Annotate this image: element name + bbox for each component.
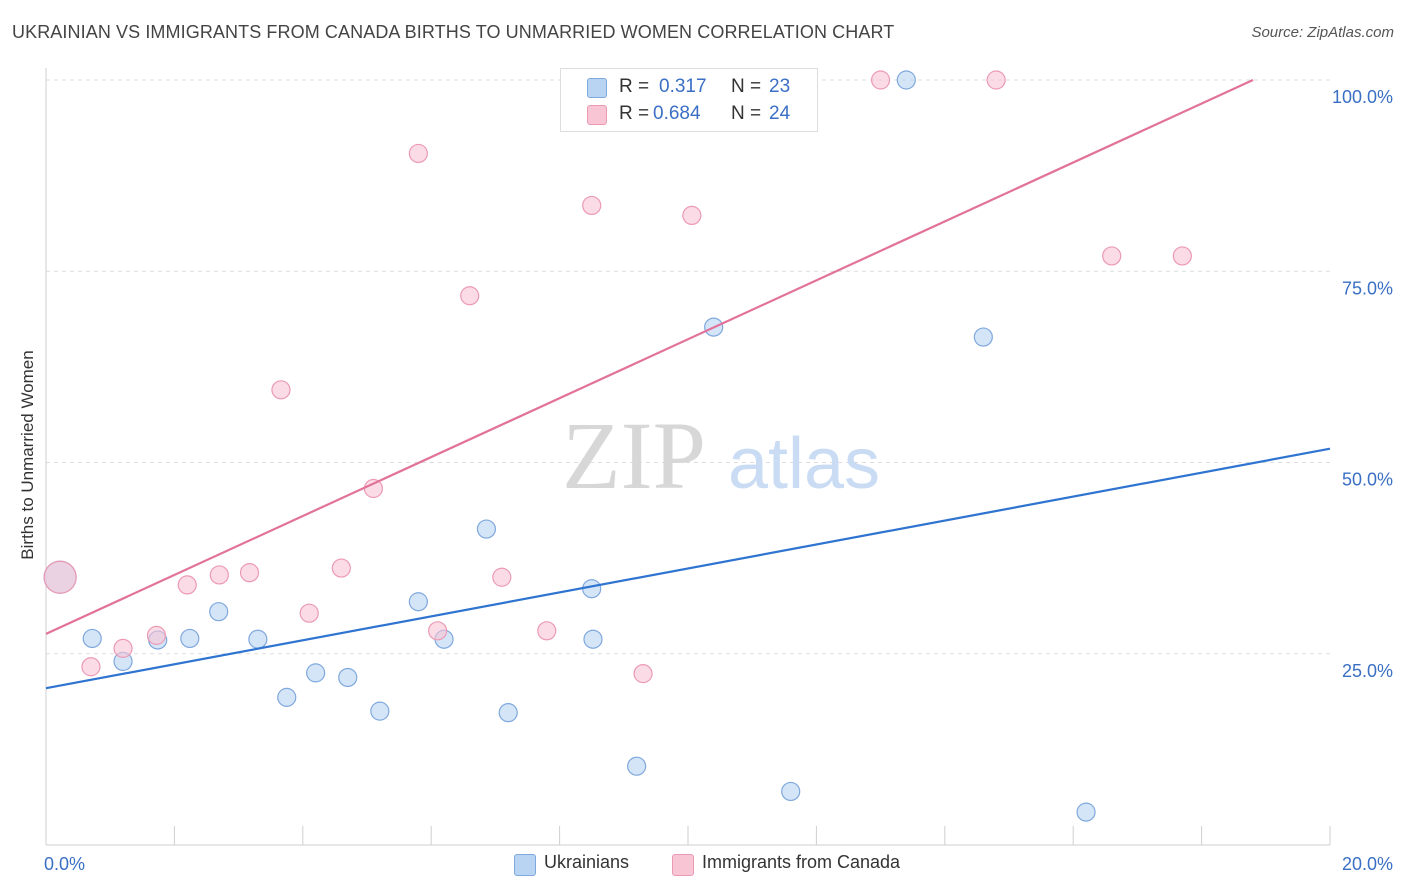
immigrants-point [492,567,512,587]
watermark-atlas: atlas [728,424,880,504]
stats-legend: R = 0.317 N = 23 R = 0.684 N = 24 [560,68,818,132]
tick-labels: 25.0% 50.0% 75.0% 100.0% 0.0% 20.0% [44,87,1393,874]
immigrants-point [146,625,167,645]
ukrainians-point [370,701,390,721]
n-value: 24 [769,103,791,124]
ukrainians-point [1076,802,1096,822]
immigrants-point [537,621,557,641]
y-tick-label: 25.0% [1342,661,1393,681]
ukrainians-swatch [587,78,607,98]
immigrants-point [428,621,448,641]
ukrainians-trendline [45,447,1331,690]
immigrants-point [239,563,260,583]
ukrainians-point [306,663,326,683]
immigrants-point [633,664,653,684]
immigrants-swatch [672,854,694,876]
ukrainians-point [476,519,497,539]
immigrants-point [1102,246,1122,266]
immigrants-point [460,286,480,306]
immigrants-point [986,70,1006,90]
immigrants-point [582,195,602,216]
series-legend: Ukrainians Immigrants from Canada [0,852,1406,876]
immigrants-point [177,575,197,595]
ukrainians-point [82,628,102,649]
ukrainians-point [973,327,993,347]
immigrants-point [870,70,891,90]
immigrants-point [113,638,133,658]
ukrainians-point [781,781,801,802]
ukrainians-point [583,629,603,649]
ukrainians-swatch [514,854,536,876]
immigrants-point [43,560,77,594]
y-axis-label: Births to Unmarried Women [18,350,37,560]
immigrants-point [331,558,351,578]
n-label: N = [731,76,762,97]
axis-layer [45,68,1331,846]
immigrants-trendline [45,79,1254,635]
ukrainians-point [248,629,268,649]
ukrainians-point [277,687,297,707]
r-value: 0.317 [659,76,707,97]
x-tick-label: 0.0% [44,854,85,874]
legend-label: Immigrants from Canada [702,852,901,872]
r-label: R = [619,103,650,124]
immigrants-point [1172,246,1192,266]
immigrants-point [299,603,319,623]
ukrainians-point [338,667,358,688]
immigrants-point [209,565,229,585]
x-tick-label: 20.0% [1342,854,1393,874]
immigrants-point [81,657,101,677]
immigrants-swatch [587,105,607,125]
ukrainians-point [408,592,428,612]
ukrainians-point [180,628,200,649]
y-tick-label: 50.0% [1342,470,1393,490]
chart-title: UKRAINIAN VS IMMIGRANTS FROM CANADA BIRT… [12,22,895,42]
immigrants-point [682,205,702,226]
legend-label: Ukrainians [544,852,630,872]
source-label: Source: ZipAtlas.com [1251,24,1394,41]
r-label: R = [619,76,650,97]
watermark-zip: ZIP [562,402,706,509]
n-value: 23 [769,76,791,97]
n-label: N = [731,103,762,124]
ukrainians-point [582,579,602,599]
y-tick-label: 75.0% [1342,278,1393,298]
ukrainians-point [896,70,916,90]
immigrants-point [363,478,384,499]
ukrainians-point [627,756,647,776]
watermark: ZIP atlas [562,402,880,509]
r-value: 0.684 [653,103,701,124]
ukrainians-point [209,602,229,622]
ukrainians-point [498,703,518,723]
y-tick-label: 100.0% [1332,87,1393,107]
immigrants-point [408,143,428,164]
trend-layer [45,79,1331,690]
immigrants-point [271,380,291,400]
